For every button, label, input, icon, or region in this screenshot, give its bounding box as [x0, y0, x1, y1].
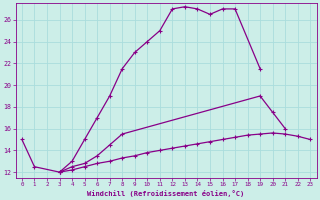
X-axis label: Windchill (Refroidissement éolien,°C): Windchill (Refroidissement éolien,°C): [87, 190, 245, 197]
